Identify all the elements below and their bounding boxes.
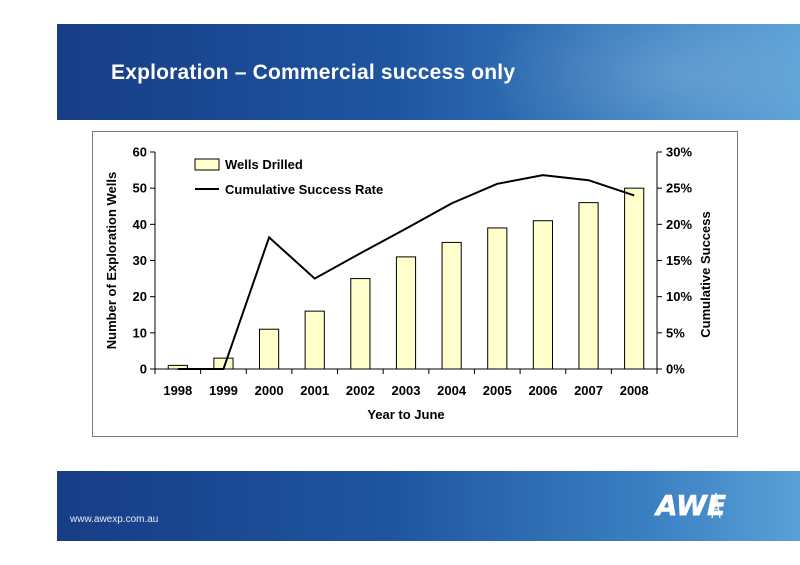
legend-label-line: Cumulative Success Rate	[225, 182, 383, 197]
x-tick-label: 2002	[346, 383, 375, 398]
x-tick-label: 2005	[483, 383, 512, 398]
bar	[441, 241, 462, 370]
y-tick-label-left: 20	[133, 289, 147, 304]
bar	[304, 310, 325, 370]
x-tick-label: 2003	[392, 383, 421, 398]
bar	[395, 256, 417, 370]
bar	[350, 278, 371, 370]
y-tick-label-right: 30%	[666, 145, 692, 160]
legend-label-bars: Wells Drilled	[225, 157, 303, 172]
y-tick-label-left: 10	[133, 325, 147, 340]
x-tick-label: 2000	[255, 383, 284, 398]
bar	[578, 202, 599, 370]
x-tick-label: 2008	[620, 383, 649, 398]
bar	[487, 227, 508, 370]
y-tick-label-right: 10%	[666, 289, 692, 304]
x-tick-label: 1999	[209, 383, 238, 398]
y-tick-label-left: 60	[133, 145, 147, 160]
x-tick-label: 2006	[528, 383, 557, 398]
bar	[259, 328, 280, 370]
y-tick-label-left: 0	[140, 362, 147, 377]
y-tick-label-right: 5%	[666, 325, 685, 340]
y-tick-label-left: 50	[133, 181, 147, 196]
y-axis-label-left: Number of Exploration Wells	[104, 172, 119, 349]
y-tick-label-right: 20%	[666, 217, 692, 232]
footer-band	[57, 471, 800, 541]
legend-swatch-bars	[194, 158, 220, 171]
bar	[532, 220, 553, 370]
x-tick-label: 2004	[437, 383, 467, 398]
derrick-icon	[711, 492, 721, 519]
y-tick-label-right: 25%	[666, 181, 692, 196]
bar	[624, 187, 645, 370]
chart: 0 10 20 30 40 50 60 0% 5% 10% 15% 20% 25% 30% 1998 1999…	[104, 145, 713, 423]
awe-logo: AWE	[654, 487, 728, 525]
y-axis-label-right: Cumulative Success	[698, 211, 713, 337]
header-band	[57, 24, 800, 120]
success-rate-line	[177, 174, 635, 370]
x-axis-label: Year to June	[367, 407, 444, 422]
y-tick-label-left: 40	[133, 217, 147, 232]
footer-url[interactable]: www.awexp.com.au	[70, 514, 159, 525]
y-tick-label-right: 0%	[666, 362, 685, 377]
x-tick-label: 2007	[574, 383, 603, 398]
x-tick-label: 2001	[300, 383, 329, 398]
slide-title: Exploration – Commercial success only	[111, 61, 516, 84]
x-tick-label: 1998	[163, 383, 192, 398]
bar	[167, 364, 188, 370]
y-tick-label-left: 30	[133, 253, 147, 268]
chart-frame: 0 10 20 30 40 50 60 0% 5% 10% 15% 20% 25% 30% 1998 1999…	[92, 131, 738, 437]
y-tick-label-right: 15%	[666, 253, 692, 268]
